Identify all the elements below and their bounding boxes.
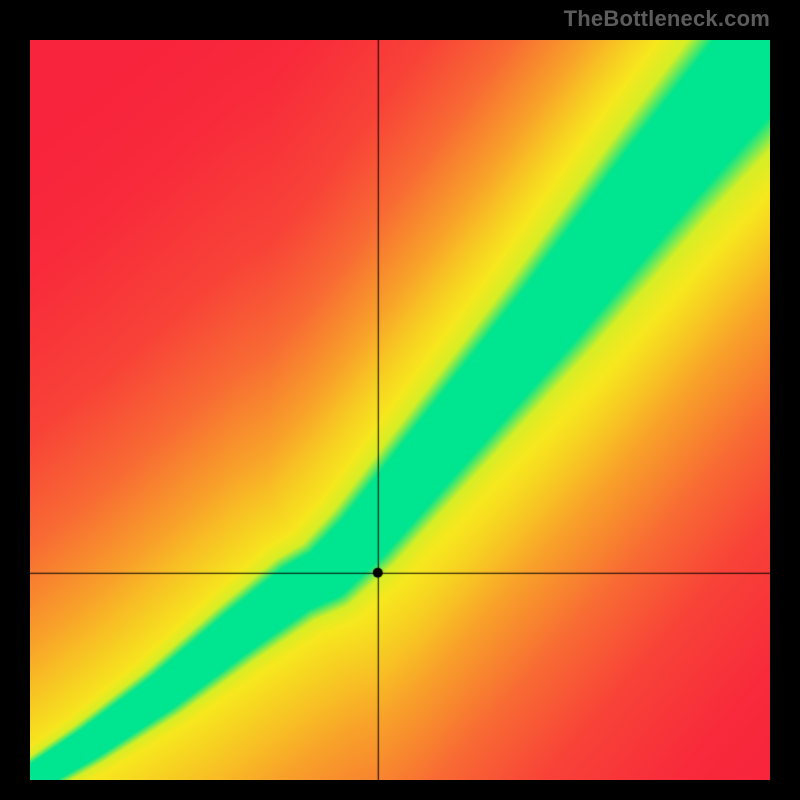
page-wrapper: TheBottleneck.com (0, 0, 800, 800)
attribution-text: TheBottleneck.com (564, 6, 770, 32)
bottleneck-heatmap (30, 40, 770, 780)
heatmap-canvas (30, 40, 770, 780)
